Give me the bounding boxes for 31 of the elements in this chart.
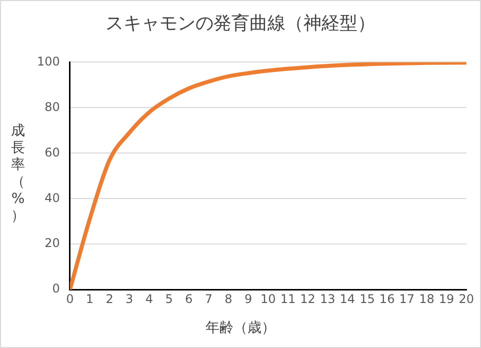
x-tick-label: 6 (185, 292, 193, 306)
x-tick-label: 9 (244, 292, 252, 306)
x-tick-label: 7 (204, 292, 212, 306)
chart-title: スキャモンの発育曲線（神経型） (104, 12, 376, 35)
y-tick-label: 40 (44, 190, 60, 205)
x-tick-label: 15 (360, 292, 375, 306)
y-tick-label: 0 (52, 282, 60, 296)
x-tick-label: 1 (86, 292, 94, 306)
y-tick-label: 60 (44, 145, 60, 160)
y-axis-title: 成長率（%） (10, 123, 26, 225)
x-tick-label: 17 (399, 292, 415, 306)
x-tick-label: 19 (438, 292, 454, 306)
y-tick-label: 100 (37, 54, 60, 68)
x-tick-label: 8 (224, 292, 232, 306)
x-tick-label: 5 (165, 292, 173, 306)
x-tick-label: 13 (320, 292, 336, 306)
x-tick-label: 18 (419, 292, 434, 306)
y-tick-label: 80 (44, 100, 60, 114)
x-axis-title: 年齢（歳） (204, 319, 276, 337)
x-tick-label: 20 (458, 292, 474, 306)
x-tick-label: 16 (379, 292, 395, 306)
line-series (70, 62, 466, 290)
x-tick-label: 3 (126, 292, 134, 306)
x-tick-label: 2 (106, 292, 114, 306)
y-tick-label: 20 (44, 236, 60, 250)
x-tick-label: 10 (260, 292, 276, 306)
x-tick-label: 4 (145, 292, 154, 306)
x-tick-label: 11 (280, 292, 296, 306)
x-tick-label: 0 (66, 292, 74, 306)
x-tick-label: 14 (340, 292, 356, 306)
x-tick-label: 12 (300, 292, 316, 306)
